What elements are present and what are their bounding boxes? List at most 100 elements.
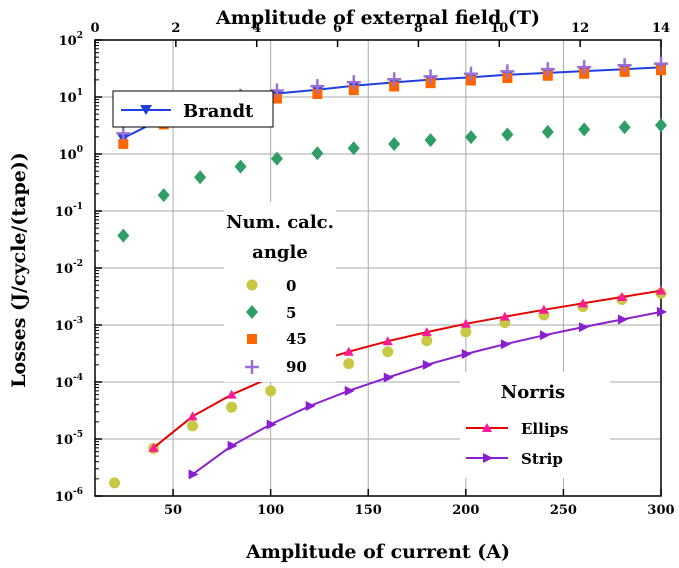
series-Ellips-point-13 (656, 285, 666, 295)
series-0-point-0 (109, 477, 121, 489)
legend-ellips-label: Ellips (521, 420, 568, 438)
x2-tick-label-14: 14 (652, 21, 670, 36)
series-5-point-2 (194, 170, 207, 185)
series-5-point-1 (157, 188, 170, 203)
x2-tick-label-4: 4 (252, 21, 261, 36)
series-0-point-3 (226, 401, 238, 413)
series-Ellips-point-9 (499, 311, 510, 321)
series-0-point-2 (187, 420, 199, 432)
x2-axis-title: Amplitude of external field (T) (215, 7, 540, 29)
series-Ellips-point-2 (226, 389, 237, 399)
series-45-point-0 (118, 138, 129, 149)
series-Strip-point-8 (500, 339, 511, 350)
series-Ellips-point-1 (187, 411, 198, 421)
series-5-point-10 (501, 127, 514, 142)
series-5 (117, 118, 667, 243)
x2-tick-label-8: 8 (414, 21, 423, 36)
series-90-point-8 (423, 69, 438, 84)
series-Ellips-point-10 (538, 304, 549, 314)
series-0-point-4 (265, 385, 277, 397)
legend-brandt-label: Brandt (183, 101, 254, 122)
series-90-point-5 (310, 79, 325, 94)
series-5-point-12 (578, 122, 591, 137)
y-tick-label-1: 10-5 (55, 430, 83, 448)
series-Strip-point-9 (539, 330, 550, 341)
x2-tick-label-12: 12 (571, 21, 589, 36)
x-tick-label-50: 50 (164, 503, 182, 518)
y-axis-title: Losses (J/cycle/(tape)) (8, 152, 30, 388)
series-Strip-point-6 (422, 359, 433, 370)
legend-brandt-box (112, 90, 274, 128)
series-5-point-7 (388, 136, 401, 151)
series-Strip-point-12 (657, 306, 667, 317)
x-tick-label-150: 150 (355, 503, 382, 518)
series-45-point-5 (312, 88, 323, 99)
x-tick-label-100: 100 (257, 503, 284, 518)
y-tick-label-3: 10-3 (55, 316, 83, 334)
series-5-point-6 (347, 141, 360, 156)
series-Ellips-point-8 (460, 318, 471, 328)
legend-num-label-45: 45 (286, 330, 307, 348)
y-tick-label-5: 10-1 (55, 202, 83, 220)
series-Strip-point-4 (344, 385, 355, 396)
series-Ellips-point-5 (343, 346, 354, 356)
series-45-point-6 (348, 85, 359, 96)
series-90-point-12 (577, 60, 592, 75)
x2-tick-label-0: 0 (90, 21, 99, 36)
series-Strip-point-3 (305, 400, 316, 411)
series-Strip-point-1 (227, 440, 238, 451)
series-5-point-4 (270, 151, 283, 166)
y-tick-label-6: 100 (59, 145, 83, 163)
legend-num-title-line-1: Num. calc. (226, 212, 334, 233)
series-Ellips-line (152, 289, 662, 449)
series-Strip-point-11 (617, 314, 628, 325)
x-tick-label-300: 300 (647, 503, 674, 518)
series-0-point-8 (421, 335, 433, 347)
series-90-point-14 (654, 56, 668, 71)
series-90-point-6 (346, 75, 361, 90)
series-0-point-9 (460, 326, 472, 338)
legend-brandt-marker (140, 105, 152, 115)
legend-norris-title: Norris (501, 382, 565, 403)
legend-num: Num. calc. angle 0 5 45 90 (224, 202, 336, 382)
series-90-point-7 (387, 72, 402, 87)
y-tick-label-2: 10-4 (55, 373, 83, 391)
series-5-point-5 (311, 146, 324, 161)
x2-tick-label-2: 2 (171, 21, 180, 36)
series-Strip-point-0 (188, 469, 199, 480)
series-0-point-6 (343, 358, 355, 370)
series-90-point-13 (617, 58, 632, 73)
series-5-point-14 (655, 118, 667, 133)
series-45-point-4 (271, 93, 282, 104)
series-5-point-8 (424, 133, 437, 148)
legend-num-title-line-2: angle (252, 242, 308, 263)
series-0-point-7 (382, 346, 394, 358)
series-Strip-point-7 (461, 348, 472, 359)
legend-num-label-5: 5 (286, 304, 296, 322)
series-5-point-13 (618, 120, 631, 135)
y-tick-label-8: 102 (59, 31, 83, 49)
x-tick-label-200: 200 (452, 503, 479, 518)
legend-strip-marker (483, 453, 493, 463)
series-5-point-0 (117, 228, 130, 243)
y-tick-label-7: 101 (59, 88, 83, 106)
legend-norris: Norris Ellips Strip (460, 372, 610, 478)
legend-strip-label: Strip (521, 450, 563, 468)
x2-tick-label-6: 6 (333, 21, 342, 36)
legend-num-label-90: 90 (286, 358, 307, 376)
legend-num-marker-90 (245, 360, 259, 374)
series-Strip-point-10 (578, 322, 589, 333)
x2-tick-label-10: 10 (490, 21, 508, 36)
legend-num-box (224, 202, 336, 382)
x-axis-title: Amplitude of current (A) (245, 541, 510, 563)
series-Ellips-point-12 (616, 291, 627, 301)
legend-num-marker-5 (246, 305, 258, 319)
y-tick-label-4: 10-2 (55, 259, 83, 277)
x-tick-label-250: 250 (550, 503, 577, 518)
legend-brandt: Brandt (112, 90, 274, 128)
legend-num-label-0: 0 (286, 277, 296, 295)
series-5-point-11 (541, 124, 554, 139)
series-Strip (188, 306, 667, 480)
series-90-point-0 (116, 126, 131, 141)
